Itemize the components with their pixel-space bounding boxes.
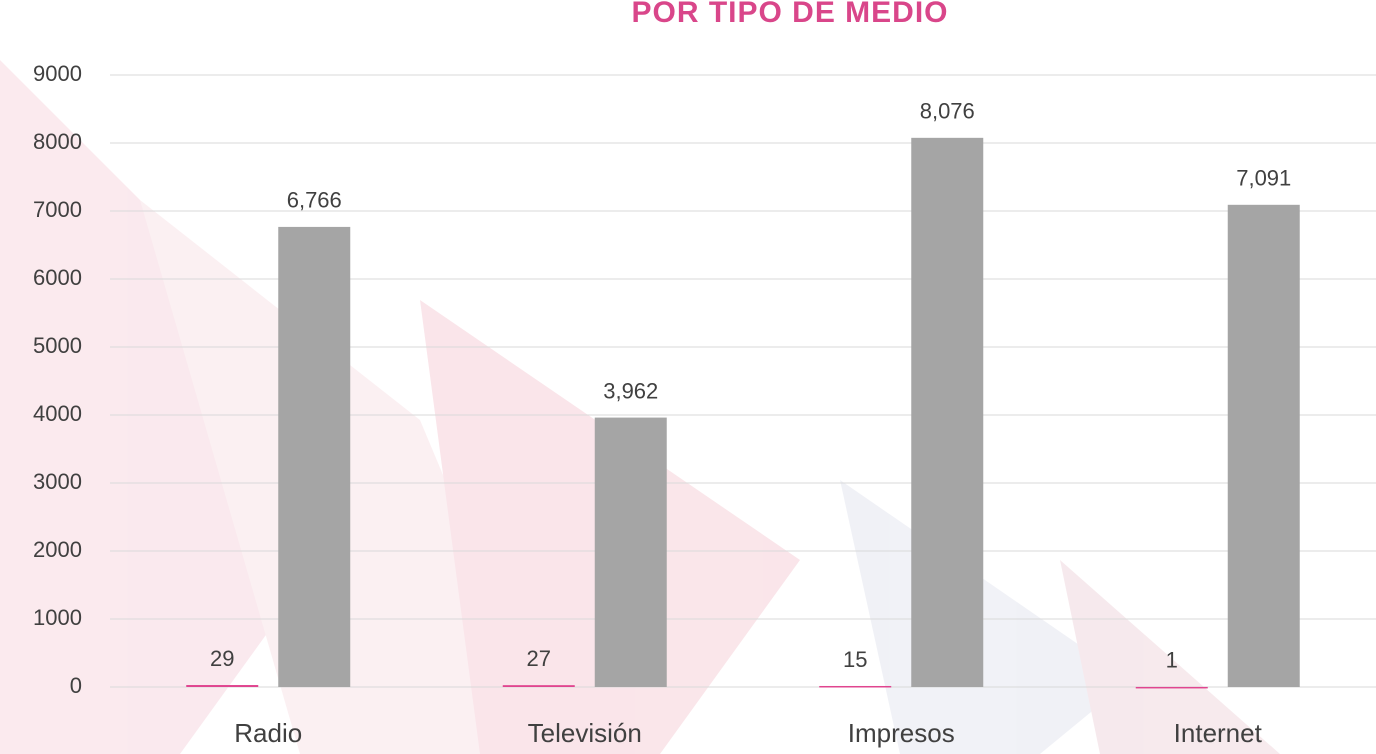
y-tick-label: 8000 [33,129,82,154]
data-label: 29 [210,646,234,671]
bar [594,417,667,687]
chart-title: POR TIPO DE MEDIO [631,0,948,29]
bar [502,685,575,687]
bar [186,685,259,687]
y-tick-label: 6000 [33,265,82,290]
data-label: 3,962 [603,378,658,403]
bar [911,137,984,687]
bar [278,226,351,688]
data-label: 6,766 [287,188,342,213]
y-tick-label: 5000 [33,333,82,358]
y-tick-label: 3000 [33,469,82,494]
bar [1135,686,1208,689]
bar [1227,204,1300,687]
data-label: 27 [527,646,551,671]
y-tick-label: 9000 [33,61,82,86]
bar [819,685,892,688]
y-tick-label: 7000 [33,197,82,222]
data-label: 8,076 [920,99,975,124]
data-label: 15 [843,647,867,672]
y-tick-label: 1000 [33,605,82,630]
y-tick-label: 4000 [33,401,82,426]
y-tick-label: 0 [70,673,82,698]
x-tick-label: Televisión [528,718,642,748]
data-label: 1 [1166,648,1178,673]
data-label: 7,091 [1236,166,1291,191]
x-tick-label: Internet [1174,718,1263,748]
y-tick-label: 2000 [33,537,82,562]
x-tick-label: Radio [234,718,302,748]
x-tick-label: Impresos [848,718,955,748]
